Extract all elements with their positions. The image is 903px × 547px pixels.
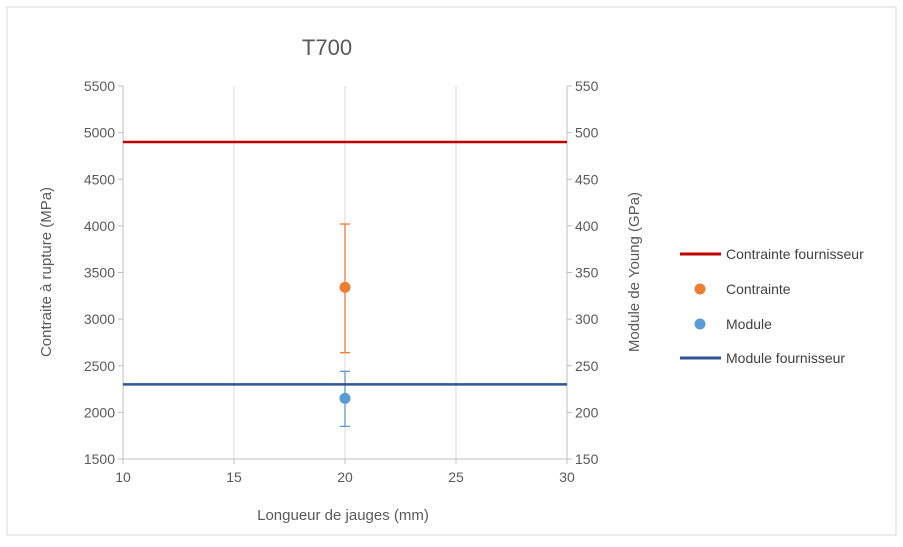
x-tick-label: 15 bbox=[226, 469, 242, 485]
y-axis-title: Contraite à rupture (MPa) bbox=[38, 187, 55, 357]
y2-tick-label: 450 bbox=[575, 171, 599, 187]
chart-border bbox=[6, 6, 897, 536]
legend-label-module-fournisseur: Module fournisseur bbox=[726, 350, 845, 366]
y2-tick-label: 400 bbox=[575, 218, 599, 234]
x-axis-title: Longueur de jauges (mm) bbox=[257, 507, 429, 524]
y-tick-label: 2500 bbox=[84, 358, 115, 374]
y2-tick-label: 550 bbox=[575, 78, 599, 94]
y2-tick-label: 250 bbox=[575, 358, 599, 374]
y-tick-label: 4500 bbox=[84, 171, 115, 187]
legend-label-contrainte-fournisseur: Contrainte fournisseur bbox=[726, 246, 864, 262]
y2-tick-label: 500 bbox=[575, 125, 599, 141]
x-tick-label: 30 bbox=[559, 469, 575, 485]
x-tick-label: 20 bbox=[337, 469, 353, 485]
ticks-layer: 1500 2000 2500 3000 3500 4000 4500 5000 5500 150 2… bbox=[84, 78, 599, 485]
y2-tick-label: 300 bbox=[575, 311, 599, 327]
y-tick-label: 2000 bbox=[84, 404, 115, 420]
legend-label-contrainte: Contrainte bbox=[726, 281, 791, 297]
y2-axis-title: Module de Young (GPa) bbox=[626, 192, 643, 352]
y-tick-label: 3000 bbox=[84, 311, 115, 327]
data-point-contrainte bbox=[339, 281, 351, 293]
x-tick-label: 10 bbox=[115, 469, 131, 485]
y-tick-label: 3500 bbox=[84, 265, 115, 281]
axes-layer bbox=[118, 85, 572, 464]
legend-marker-contrainte bbox=[694, 283, 706, 295]
legend-label-module: Module bbox=[726, 316, 772, 332]
legend-marker-module bbox=[694, 318, 706, 330]
chart-title: T700 bbox=[302, 35, 352, 60]
y-tick-label: 4000 bbox=[84, 218, 115, 234]
y-tick-label: 5000 bbox=[84, 125, 115, 141]
y-tick-label: 1500 bbox=[84, 451, 115, 467]
series-layer bbox=[123, 140, 567, 428]
data-point-module bbox=[339, 392, 351, 404]
y-tick-label: 5500 bbox=[84, 78, 115, 94]
x-tick-label: 25 bbox=[448, 469, 464, 485]
y2-tick-label: 150 bbox=[575, 451, 599, 467]
legend: Contrainte fournisseur Contrainte Module… bbox=[680, 246, 864, 366]
y2-tick-label: 350 bbox=[575, 265, 599, 281]
y2-tick-label: 200 bbox=[575, 404, 599, 420]
